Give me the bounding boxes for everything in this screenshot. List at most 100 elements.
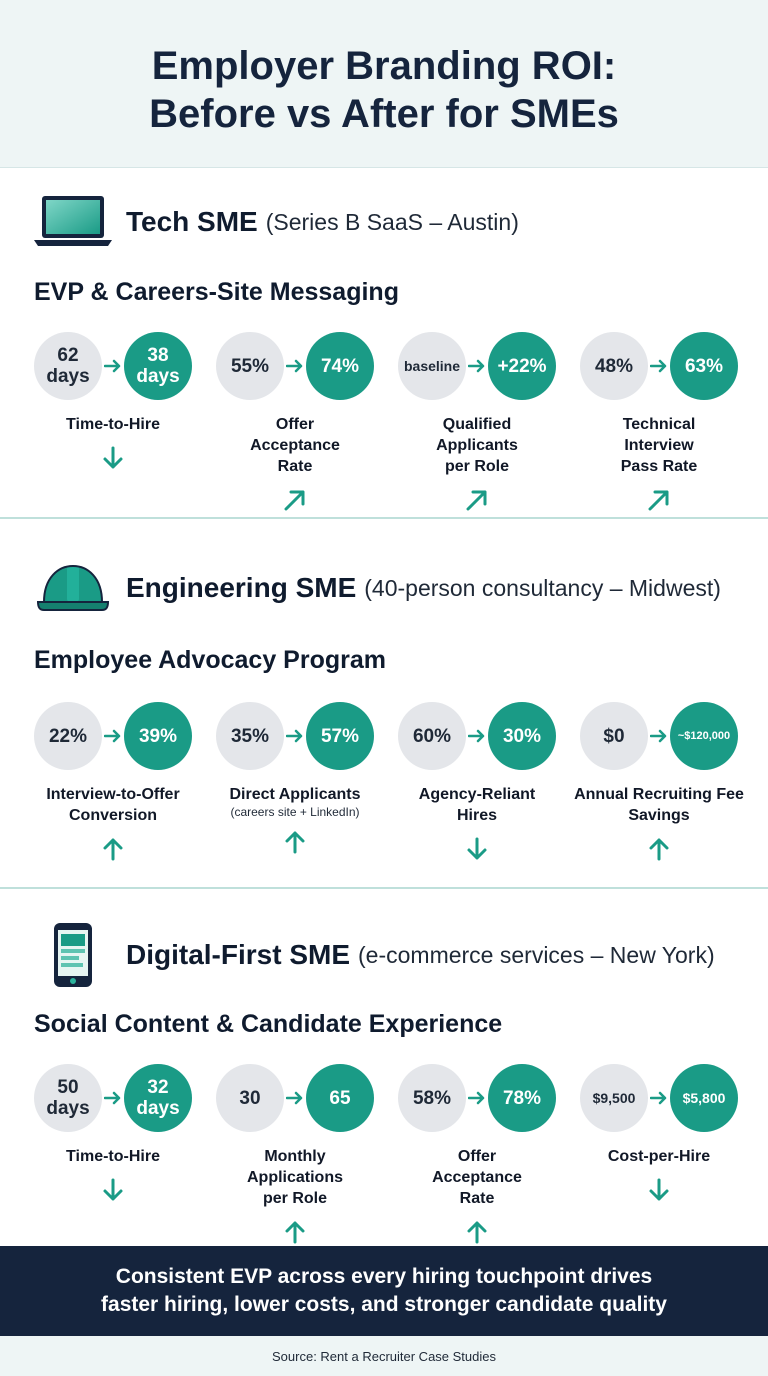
- metric-card: 22% 39% Interview-to-Offer Conversion: [22, 702, 204, 864]
- before-value: 50 days: [34, 1064, 102, 1132]
- company-row: Digital-First SME (e-commerce services –…: [34, 922, 715, 988]
- before-value: 55%: [216, 332, 284, 400]
- company-row: Engineering SME (40-person consultancy –…: [34, 558, 721, 618]
- page-title-line-2: Before vs After for SMEs: [149, 92, 619, 136]
- after-value: 30%: [488, 702, 556, 770]
- arrow-right-icon: [649, 729, 669, 743]
- trend-up-right-icon: [644, 485, 674, 515]
- trend-down-icon: [644, 1175, 674, 1205]
- metric-card: $9,500 $5,800 Cost-per-Hire: [568, 1064, 750, 1247]
- trend-up-icon: [644, 834, 674, 864]
- trend-up-icon: [98, 834, 128, 864]
- trend-down-icon: [98, 1175, 128, 1205]
- metric-label: Qualified Applicants per Role: [436, 416, 518, 475]
- after-value: 63%: [670, 332, 738, 400]
- before-value: 60%: [398, 702, 466, 770]
- trend-up-icon: [280, 827, 310, 857]
- summary-banner: Consistent EVP across every hiring touch…: [0, 1246, 768, 1336]
- after-value: 32 days: [124, 1064, 192, 1132]
- metric-card: 35% 57% Direct Applicants (careers site +…: [204, 702, 386, 864]
- after-value: 38 days: [124, 332, 192, 400]
- metric-label: Annual Recruiting Fee Savings: [574, 786, 744, 824]
- hard-hat-icon: [34, 558, 112, 618]
- banner-line-1: Consistent EVP across every hiring touch…: [115, 1265, 653, 1288]
- source-note: Source: Rent a Recruiter Case Studies: [0, 1336, 768, 1376]
- arrow-right-icon: [103, 729, 123, 743]
- metrics-row: 50 days 32 days Time-to-Hire 30 65 Month…: [22, 1064, 750, 1247]
- arrow-right-icon: [467, 1091, 487, 1105]
- metric-card: 60% 30% Agency-Reliant Hires: [386, 702, 568, 864]
- after-value: 65: [306, 1064, 374, 1132]
- arrow-right-icon: [285, 359, 305, 373]
- before-value: 22%: [34, 702, 102, 770]
- arrow-right-icon: [103, 1091, 123, 1105]
- metric-label: Agency-Reliant Hires: [418, 786, 536, 824]
- metric-card: 62 days 38 days Time-to-Hire: [22, 332, 204, 515]
- after-value: +22%: [488, 332, 556, 400]
- before-value: 58%: [398, 1064, 466, 1132]
- company-detail: (e-commerce services – New York): [358, 941, 715, 968]
- company-detail: (40-person consultancy – Midwest): [364, 574, 721, 601]
- metric-label: Time-to-Hire: [66, 1148, 160, 1165]
- metric-label: Time-to-Hire: [66, 416, 160, 433]
- metrics-row: 62 days 38 days Time-to-Hire 55% 74% Off…: [22, 332, 750, 515]
- arrow-right-icon: [285, 729, 305, 743]
- metric-label: Offer Acceptance Rate: [250, 416, 340, 475]
- after-value: ~$120,000: [670, 702, 738, 770]
- company-name: Digital-First SME: [126, 939, 351, 970]
- before-value: $0: [580, 702, 648, 770]
- before-value: 30: [216, 1064, 284, 1132]
- arrow-right-icon: [467, 359, 487, 373]
- header: Employer Branding ROI: Before vs After f…: [0, 0, 768, 168]
- section-subhead: Social Content & Candidate Experience: [34, 1010, 503, 1038]
- after-value: 57%: [306, 702, 374, 770]
- trend-down-icon: [462, 834, 492, 864]
- metric-label: Direct Applicants (careers site + LinkedI…: [229, 786, 361, 819]
- metrics-row: 22% 39% Interview-to-Offer Conversion 35…: [22, 702, 750, 864]
- arrow-right-icon: [649, 1091, 669, 1105]
- metric-card: 58% 78% Offer Acceptance Rate: [386, 1064, 568, 1247]
- metric-label: Monthly Applications per Role: [246, 1148, 343, 1207]
- page-title-line-1: Employer Branding ROI:: [151, 44, 617, 88]
- trend-up-right-icon: [462, 485, 492, 515]
- section-subhead: EVP & Careers-Site Messaging: [34, 278, 399, 306]
- after-value: 74%: [306, 332, 374, 400]
- metric-card: 55% 74% Offer Acceptance Rate: [204, 332, 386, 515]
- metric-label: Offer Acceptance Rate: [432, 1148, 522, 1207]
- arrow-right-icon: [649, 359, 669, 373]
- company-row: Tech SME (Series B SaaS – Austin): [34, 192, 519, 252]
- after-value: 39%: [124, 702, 192, 770]
- company-detail: (Series B SaaS – Austin): [265, 208, 519, 235]
- after-value: $5,800: [670, 1064, 738, 1132]
- trend-down-icon: [98, 443, 128, 473]
- laptop-icon: [34, 192, 112, 252]
- metric-card: 30 65 Monthly Applications per Role: [204, 1064, 386, 1247]
- company-name: Engineering SME: [126, 572, 357, 603]
- section-divider: [0, 887, 768, 889]
- trend-up-icon: [280, 1217, 310, 1247]
- metric-card: $0 ~$120,000 Annual Recruiting Fee Savin…: [568, 702, 750, 864]
- metric-label: Cost-per-Hire: [607, 1148, 711, 1165]
- section-divider: [0, 517, 768, 519]
- trend-up-icon: [462, 1217, 492, 1247]
- section-subhead: Employee Advocacy Program: [34, 646, 386, 674]
- arrow-right-icon: [285, 1091, 305, 1105]
- metric-label: Interview-to-Offer Conversion: [46, 786, 180, 824]
- banner-line-2: faster hiring, lower costs, and stronger…: [101, 1293, 667, 1316]
- before-value: 62 days: [34, 332, 102, 400]
- smartphone-icon: [34, 922, 112, 988]
- company-name: Tech SME: [126, 206, 258, 237]
- before-value: 48%: [580, 332, 648, 400]
- trend-up-right-icon: [280, 485, 310, 515]
- metric-label-sub: (careers site + LinkedIn): [230, 805, 360, 819]
- metric-card: 48% 63% Technical Interview Pass Rate: [568, 332, 750, 515]
- metric-card: baseline +22% Qualified Applicants per R…: [386, 332, 568, 515]
- before-value: baseline: [398, 332, 466, 400]
- metric-label: Technical Interview Pass Rate: [620, 416, 698, 475]
- arrow-right-icon: [103, 359, 123, 373]
- metric-card: 50 days 32 days Time-to-Hire: [22, 1064, 204, 1247]
- arrow-right-icon: [467, 729, 487, 743]
- after-value: 78%: [488, 1064, 556, 1132]
- before-value: $9,500: [580, 1064, 648, 1132]
- before-value: 35%: [216, 702, 284, 770]
